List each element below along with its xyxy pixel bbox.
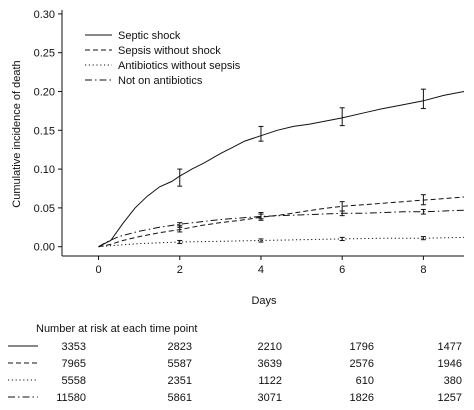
x-tick-label: 6 — [339, 264, 345, 276]
error-bar-antibiotics-without-sepsis — [420, 236, 426, 241]
error-bar-antibiotics-without-sepsis — [177, 239, 183, 245]
risk-cell: 1477 — [438, 341, 462, 353]
x-tick-label: 8 — [420, 264, 426, 276]
error-bar-antibiotics-without-sepsis — [258, 238, 264, 243]
risk-cell: 380 — [444, 375, 462, 387]
risk-cell: 5861 — [168, 392, 192, 404]
risk-table-title: Number at risk at each time point — [36, 323, 197, 335]
y-tick-label: 0.15 — [34, 125, 55, 137]
risk-cell: 3353 — [62, 341, 86, 353]
y-tick-label: 0.30 — [34, 9, 55, 21]
risk-cell: 7965 — [62, 358, 86, 370]
risk-cell: 1257 — [438, 392, 462, 404]
error-bar-antibiotics-without-sepsis — [339, 236, 345, 241]
risk-cell: 2210 — [258, 341, 282, 353]
y-tick-label: 0.25 — [34, 48, 55, 60]
legend-label-septic-shock: Septic shock — [118, 30, 181, 42]
risk-cell: 11580 — [56, 392, 86, 404]
x-axis-title: Days — [251, 295, 277, 307]
risk-cell: 2823 — [168, 341, 192, 353]
risk-cell: 1122 — [258, 375, 282, 387]
risk-cell: 3071 — [258, 392, 282, 404]
error-bar-not-on-antibiotics — [258, 213, 264, 220]
risk-cell: 2351 — [168, 375, 192, 387]
error-bar-sepsis-without-shock — [420, 194, 426, 206]
error-bar-septic-shock — [339, 107, 345, 127]
y-tick-label: 0.05 — [34, 203, 55, 215]
error-bar-septic-shock — [177, 168, 183, 187]
legend: Septic shock Sepsis without shock Antibiot… — [85, 30, 241, 87]
legend-label-not-on-antibiotics: Not on antibiotics — [118, 75, 203, 87]
plot-area: 0.00 0.05 0.10 0.15 0.20 0.25 0.30 0 2 4 6 8 — [34, 9, 465, 276]
risk-table: Number at risk at each time point 3353 28… — [8, 323, 462, 404]
error-bar-septic-shock — [420, 88, 426, 110]
risk-cell: 1796 — [350, 341, 374, 353]
y-tick-label: 0.00 — [34, 242, 55, 254]
series-line-sepsis-without-shock — [98, 196, 465, 248]
risk-cell: 1946 — [438, 358, 462, 370]
y-axis-title: Cumulative incidence of death — [11, 60, 23, 207]
series-line-septic-shock — [98, 91, 465, 248]
error-bar-not-on-antibiotics — [339, 210, 345, 217]
legend-label-antibiotics-without-sepsis: Antibiotics without sepsis — [118, 60, 241, 72]
risk-cell: 5558 — [62, 375, 86, 387]
error-bar-not-on-antibiotics — [177, 222, 183, 228]
risk-cell: 5587 — [168, 358, 192, 370]
error-bar-not-on-antibiotics — [420, 208, 426, 215]
risk-cell: 3639 — [258, 358, 282, 370]
x-tick-label: 4 — [258, 264, 264, 276]
y-tick-label: 0.10 — [34, 164, 55, 176]
risk-cell: 610 — [356, 375, 374, 387]
error-bar-septic-shock — [258, 125, 264, 142]
risk-cell: 1826 — [350, 392, 374, 404]
x-tick-label: 0 — [95, 264, 101, 276]
legend-label-sepsis-without-shock: Sepsis without shock — [118, 45, 221, 57]
y-tick-label: 0.20 — [34, 86, 55, 98]
risk-cell: 2576 — [350, 358, 374, 370]
series-line-not-on-antibiotics — [98, 209, 465, 248]
x-tick-label: 2 — [177, 264, 183, 276]
series-line-antibiotics-without-sepsis — [98, 236, 465, 248]
